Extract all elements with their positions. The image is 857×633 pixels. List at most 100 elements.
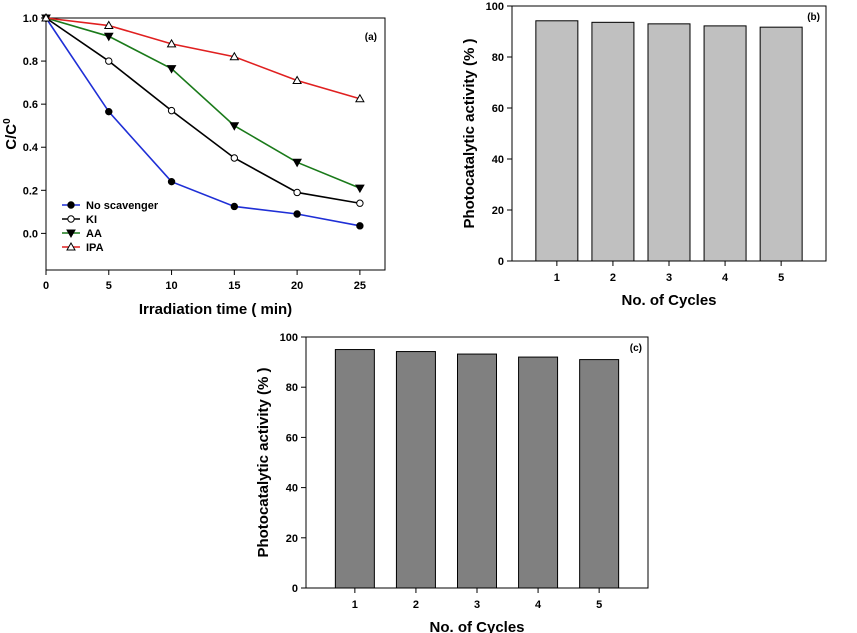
data-point-aa: [103, 32, 114, 42]
series-line-no-scavenger: [45, 17, 361, 227]
legend-marker-no-scavenger: [67, 201, 75, 209]
data-point-ipa: [292, 75, 302, 84]
panel-b-bar-cycle-4: [703, 25, 747, 262]
panel-c-x-tick-label: 5: [596, 599, 602, 611]
panel-a-series: [41, 12, 365, 230]
panel-a-plot-frame: [45, 17, 386, 271]
data-point-ki: [356, 199, 364, 207]
panel-a-x-tick-label: 25: [354, 280, 366, 292]
panel-a-legend: No scavenger KI AA IPA: [62, 200, 159, 254]
series-line-ipa: [45, 17, 361, 100]
data-point-aa: [229, 122, 240, 131]
panel-a-y-axis-title: C/C0: [2, 118, 20, 150]
panel-b-x-tick-label: 4: [722, 272, 729, 284]
data-point-ki: [230, 154, 239, 162]
panel-b-y-tick-label: 60: [492, 103, 504, 115]
legend-label-ipa: IPA: [86, 242, 104, 254]
panel-c-y-tick-label: 60: [286, 432, 298, 444]
panel-c-ticks: 1 2 3 4 5 0 20 40 60 80 100: [280, 332, 603, 611]
panel-b-x-axis-title: No. of Cycles: [621, 292, 716, 309]
panel-c-y-axis-title: Photocatalytic activity (% ): [255, 367, 272, 557]
panel-b-bar-cycle-1: [535, 20, 579, 262]
data-point-aa: [166, 65, 177, 74]
panel-c-bar-cycle-4: [518, 356, 559, 589]
data-point-ipa: [41, 12, 51, 22]
data-point-no-scavenger: [167, 177, 176, 186]
data-point-no-scavenger: [105, 107, 113, 116]
panel-c-y-tick-label: 0: [292, 583, 298, 595]
panel-c-x-tick-label: 4: [535, 599, 542, 611]
panel-a-line-chart: 0 5 10 15 20 25 0.0 0.2 0.4 0.6 0.8 1.0 No scavenge…: [2, 12, 386, 318]
legend-label-no-scavenger: No scavenger: [86, 200, 159, 212]
legend-marker-aa: [66, 229, 76, 239]
data-point-no-scavenger: [230, 202, 239, 211]
panel-a-y-axis-title-main: C/C: [3, 124, 20, 150]
panel-c-bars: [334, 349, 620, 589]
panel-b-y-tick-label: 40: [492, 154, 504, 166]
panel-a-x-tick-label: 10: [165, 280, 177, 292]
panel-a-x-tick-label: 20: [291, 280, 303, 292]
panel-c-bar-cycle-3: [457, 353, 497, 589]
panel-c-x-tick-label: 3: [474, 599, 480, 611]
legend-label-ki: KI: [86, 214, 97, 226]
data-point-no-scavenger: [356, 222, 364, 230]
panel-c-bar-cycle-2: [395, 351, 436, 589]
panel-b-y-tick-label: 100: [486, 1, 504, 13]
panel-c-x-axis-title: No. of Cycles: [429, 619, 524, 633]
panel-a-y-tick-label: 0.8: [23, 56, 38, 68]
series-line-aa: [45, 17, 361, 189]
data-point-ki: [293, 188, 301, 197]
panel-a-y-tick-label: 0.4: [23, 142, 39, 154]
panel-c-y-tick-label: 100: [280, 332, 298, 344]
panel-a-y-axis-title-sup: 0: [2, 118, 13, 124]
panel-b-x-tick-label: 2: [610, 272, 616, 284]
panel-b-bar-cycle-2: [591, 21, 635, 262]
panel-a-label: (a): [365, 32, 377, 43]
data-point-ipa: [355, 93, 365, 103]
panel-c-x-tick-label: 1: [352, 599, 358, 611]
panel-b-y-tick-label: 20: [492, 205, 504, 217]
panel-b-label: (b): [807, 12, 820, 23]
panel-c-x-tick-label: 2: [413, 599, 419, 611]
panel-b-bar-cycle-3: [647, 23, 691, 262]
panel-a-y-tick-label: 0.0: [23, 228, 38, 240]
panel-b-y-tick-label: 0: [498, 256, 504, 268]
panel-a-y-tick-label: 1.0: [23, 13, 38, 25]
series-line-ki: [45, 17, 361, 205]
panel-c-y-tick-label: 80: [286, 382, 298, 394]
legend-label-aa: AA: [86, 228, 102, 240]
panel-b-y-tick-label: 80: [492, 52, 504, 64]
panel-a-ticks: 0 5 10 15 20 25 0.0 0.2 0.4 0.6 0.8 1.0: [23, 13, 366, 292]
legend-marker-ipa: [66, 241, 76, 251]
panel-a-x-tick-label: 0: [43, 280, 49, 292]
panel-b-x-tick-label: 1: [554, 272, 560, 284]
panel-a-x-tick-label: 5: [106, 280, 112, 292]
panel-b-x-tick-label: 5: [778, 272, 784, 284]
panel-c-y-tick-label: 20: [286, 533, 298, 545]
panel-c-y-tick-label: 40: [286, 483, 298, 495]
panel-b-y-axis-title: Photocatalytic activity (% ): [461, 38, 478, 228]
data-point-aa: [292, 158, 302, 168]
data-point-no-scavenger: [293, 210, 301, 218]
panel-b-ticks: 1 2 3 4 5 0 20 40 60 80 100: [486, 1, 785, 284]
data-point-ki: [105, 57, 113, 65]
panel-c-bar-cycle-1: [334, 349, 375, 589]
panel-a-y-tick-label: 0.6: [23, 99, 38, 111]
panel-a-y-tick-label: 0.2: [23, 185, 38, 197]
legend-marker-ki: [67, 215, 75, 223]
data-point-ipa: [229, 51, 240, 61]
panel-b-bars: [535, 20, 803, 262]
data-point-ki: [167, 106, 176, 115]
data-point-aa: [355, 184, 365, 194]
panel-c-label: (c): [630, 343, 642, 354]
panel-a-x-tick-label: 15: [228, 280, 240, 292]
data-point-ipa: [103, 20, 114, 30]
panel-a-x-axis-title: Irradiation time ( min): [139, 301, 292, 318]
panel-b-x-tick-label: 3: [666, 272, 672, 284]
panel-b-bar-chart: 1 2 3 4 5 0 20 40 60 80 100 (b) No. of Cycles Phot…: [461, 1, 827, 309]
data-point-ipa: [166, 38, 177, 48]
panel-c-bar-chart: 1 2 3 4 5 0 20 40 60 80 100 (c) No. of Cycles Phot…: [255, 332, 649, 633]
panel-c-bar-cycle-5: [579, 359, 620, 589]
panel-b-bar-cycle-5: [759, 26, 803, 262]
